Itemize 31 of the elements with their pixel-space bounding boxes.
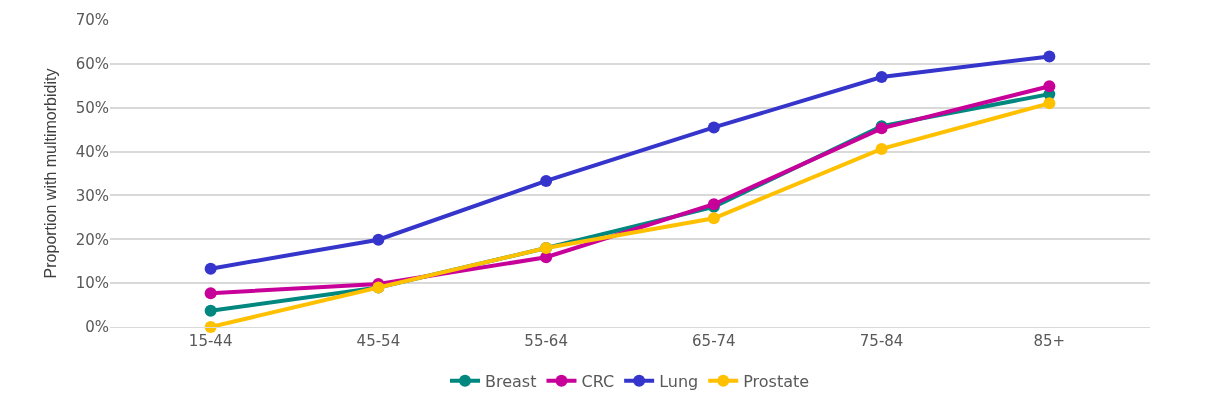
- point: [540, 174, 553, 187]
- y-tick-label: 10%: [75, 274, 109, 293]
- point: [1043, 50, 1056, 63]
- legend-label: CRC: [581, 371, 615, 391]
- point: [204, 262, 217, 275]
- y-axis-title: Proportion with multimorbidity: [41, 68, 59, 279]
- point: [204, 287, 217, 300]
- x-tick-label: 45-54: [356, 332, 401, 350]
- point: [372, 233, 385, 246]
- x-tick-label: 65-74: [692, 332, 736, 350]
- point: [1043, 80, 1056, 93]
- y-tick-label: 20%: [75, 230, 109, 249]
- x-tick-label: 75-84: [859, 332, 904, 350]
- point: [875, 71, 888, 83]
- x-tick-label: 55-64: [524, 332, 568, 350]
- point: [1043, 97, 1056, 110]
- x-tick-label: 85+: [1033, 332, 1066, 350]
- y-tick-label: 0%: [85, 318, 109, 337]
- y-tick-label: 60%: [75, 55, 109, 74]
- y-tick-label: 30%: [75, 186, 109, 205]
- x-tick-label: 15-44: [188, 332, 233, 350]
- legend-label: Prostate: [743, 371, 810, 391]
- point: [875, 142, 888, 155]
- y-tick-label: 50%: [75, 98, 109, 117]
- y-tick-label: 40%: [75, 142, 109, 161]
- point: [204, 304, 217, 317]
- y-tick-label: 70%: [75, 11, 109, 30]
- point: [707, 121, 720, 134]
- point: [707, 212, 720, 225]
- legend-label: Lung: [659, 371, 699, 391]
- legend-label: Breast: [485, 371, 537, 391]
